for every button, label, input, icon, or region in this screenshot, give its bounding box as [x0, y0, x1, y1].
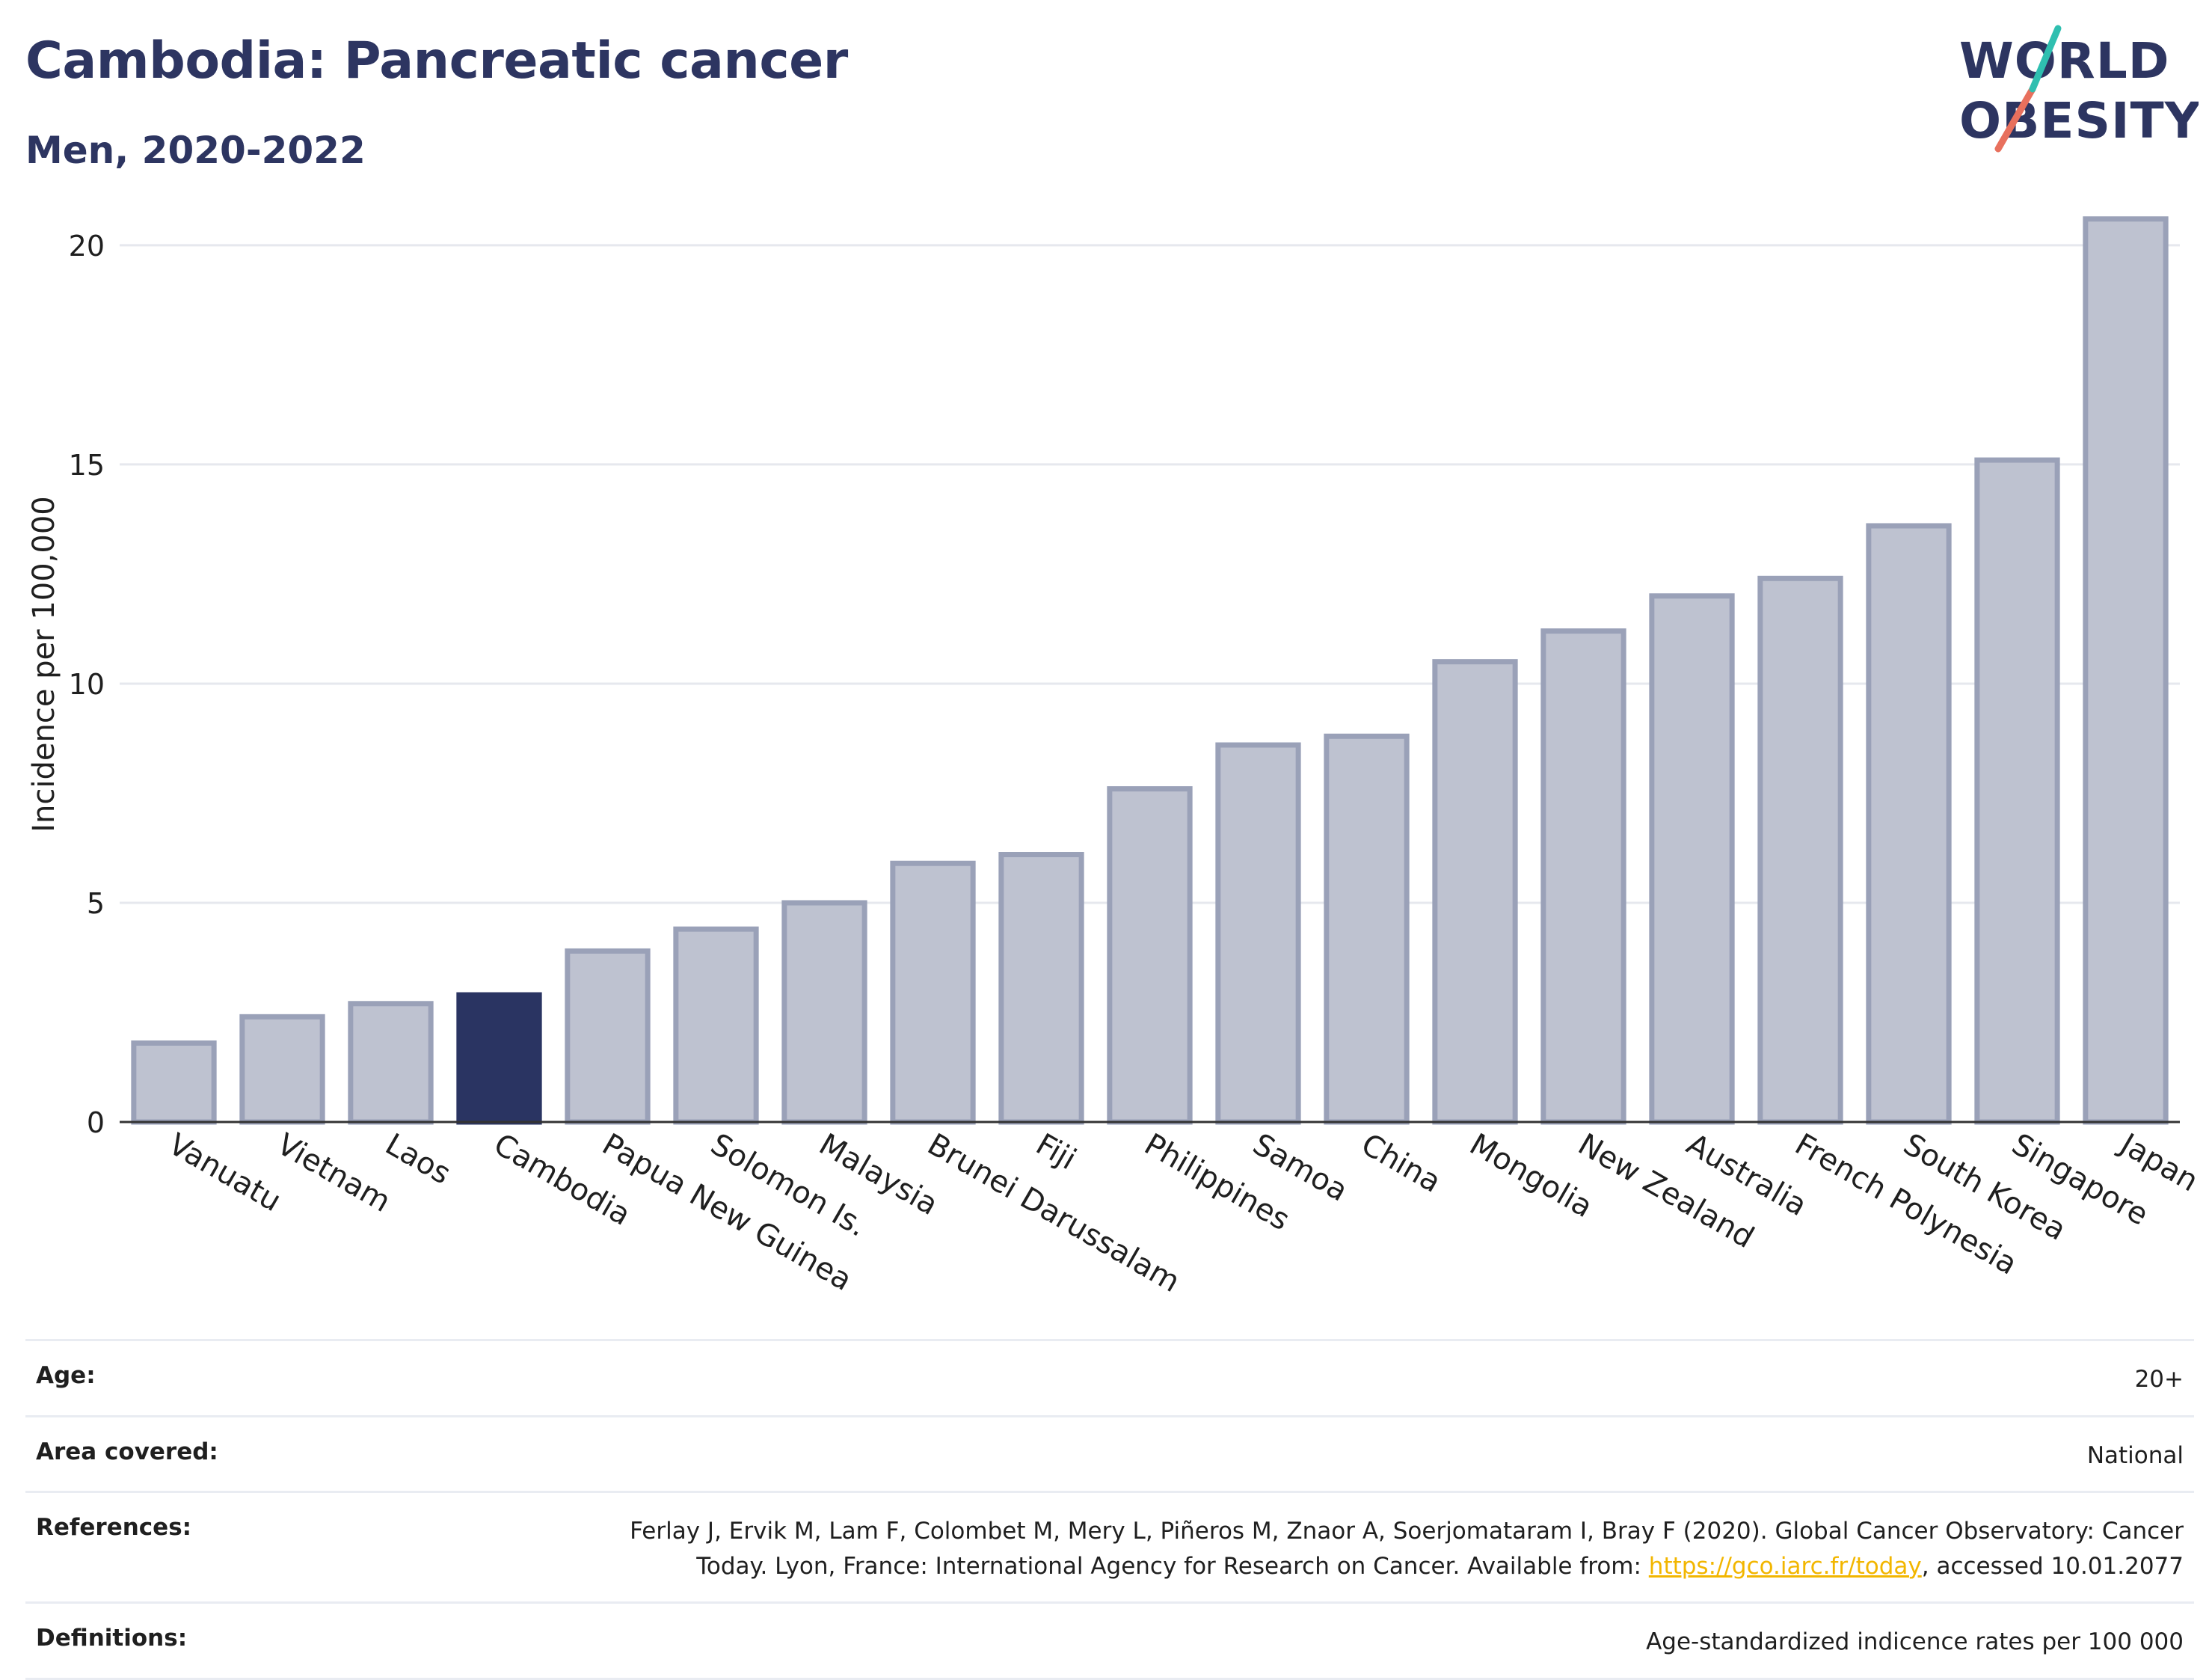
bars	[131, 216, 2169, 1125]
bar	[1107, 786, 1193, 1125]
bar	[239, 1014, 325, 1125]
references-label: References:	[36, 1514, 192, 1541]
chart-title: Cambodia: Pancreatic cancer	[25, 31, 848, 91]
definitions-value: Age-standardized indicence rates per 100…	[1646, 1628, 2184, 1655]
y-axis-label: Incidence per 100,000	[27, 496, 61, 833]
x-tick-label: Vanuatu	[163, 1127, 287, 1218]
x-tick-label: Vietnam	[271, 1127, 396, 1219]
y-tick-label: 0	[87, 1106, 105, 1139]
bar	[2083, 216, 2169, 1125]
age-label: Age:	[36, 1362, 96, 1389]
x-tick-label: Fiji	[1030, 1127, 1082, 1177]
definitions-label: Definitions:	[36, 1625, 188, 1652]
age-value: 20+	[2134, 1366, 2184, 1393]
bar	[131, 1040, 217, 1125]
world-obesity-logo: WORLD OBESITY	[1959, 25, 2199, 153]
chart-subtitle: Men, 2020-2022	[25, 129, 366, 172]
meta-row-area: Area covered: National	[25, 1414, 2194, 1492]
y-tick-label: 20	[69, 230, 105, 263]
bar	[1649, 593, 1735, 1125]
references-link[interactable]: https://gco.iarc.fr/today	[1648, 1552, 1922, 1580]
x-tick-label: China	[1356, 1127, 1447, 1200]
bar	[890, 860, 976, 1125]
y-tick-label: 10	[69, 668, 105, 701]
bar	[673, 926, 759, 1125]
meta-row-references: References: Ferlay J, Ervik M, Lam F, Co…	[25, 1491, 2194, 1601]
y-tick-label: 15	[69, 449, 105, 482]
bar	[1324, 733, 1410, 1125]
meta-row-definitions: Definitions: Age-standardized indicence …	[25, 1601, 2194, 1680]
bar	[1757, 575, 1843, 1125]
svg-text:OBESITY: OBESITY	[1959, 92, 2199, 150]
bar	[781, 900, 867, 1125]
bar	[1215, 742, 1301, 1125]
area-value: National	[2086, 1441, 2184, 1469]
x-tick-label: Laos	[380, 1127, 457, 1192]
bar	[565, 948, 651, 1125]
bar-highlighted	[456, 992, 542, 1125]
svg-text:WORLD: WORLD	[1959, 32, 2170, 90]
bar	[1432, 659, 1518, 1125]
references-accessed: , accessed 10.01.2077	[1921, 1552, 2184, 1580]
bar	[348, 1001, 434, 1125]
x-tick-label: Mongolia	[1464, 1127, 1599, 1224]
bar	[998, 852, 1084, 1125]
area-label: Area covered:	[36, 1438, 218, 1465]
bar	[1866, 523, 1952, 1125]
references-value: Ferlay J, Ervik M, Lam F, Colombet M, Me…	[613, 1514, 2184, 1584]
references-text: Ferlay J, Ervik M, Lam F, Colombet M, Me…	[630, 1518, 2184, 1580]
meta-row-age: Age: 20+	[25, 1339, 2194, 1415]
metadata-table: Age: 20+ Area covered: National Referenc…	[25, 1339, 2194, 1680]
bar	[1540, 628, 1626, 1125]
bar	[1974, 457, 2060, 1125]
y-tick-label: 5	[87, 887, 105, 920]
